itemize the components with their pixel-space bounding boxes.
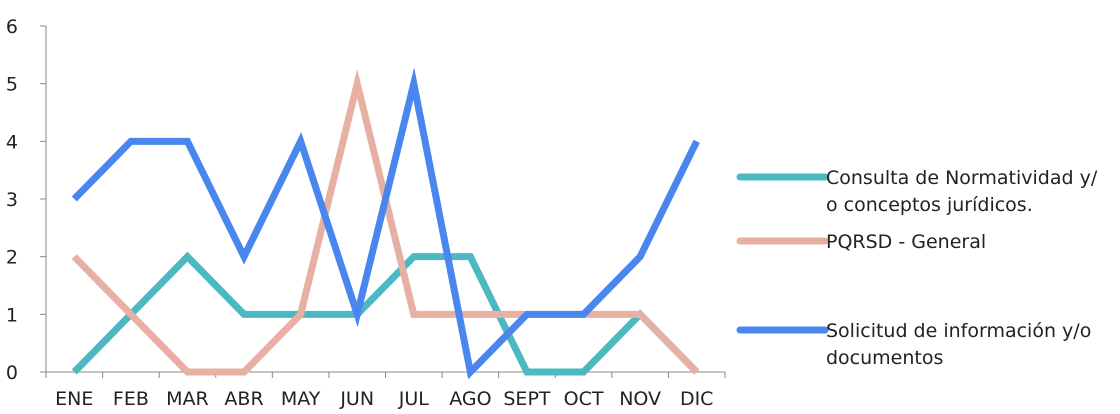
y-tick-label: 0: [6, 362, 18, 384]
x-tick-label: ENE: [55, 388, 93, 410]
legend-label-2: Solicitud de información y/o: [826, 320, 1091, 342]
legend-label-1: PQRSD - General: [826, 231, 986, 253]
y-tick-label: 1: [6, 304, 18, 326]
x-tick-label: MAR: [166, 388, 209, 410]
chart-legend: Consulta de Normatividad y/o conceptos j…: [736, 167, 1098, 369]
series-line-0: [71, 251, 700, 376]
x-tick-label: FEB: [113, 388, 149, 410]
legend-label-2: documentos: [826, 347, 943, 369]
legend-label-0: o conceptos jurídicos.: [826, 194, 1033, 216]
y-tick-label: 6: [6, 16, 18, 38]
y-tick-label: 4: [6, 131, 18, 153]
y-tick-label: 5: [6, 74, 18, 96]
x-tick-label: JUN: [339, 388, 374, 410]
x-tick-label: NOV: [619, 388, 661, 410]
x-tick-label: MAY: [281, 388, 321, 410]
y-tick-label: 2: [6, 247, 18, 269]
series-line-1: [71, 68, 700, 376]
x-tick-label: JUL: [398, 388, 430, 410]
series-line-2: [71, 67, 700, 380]
legend-label-0: Consulta de Normatividad y/: [826, 167, 1098, 189]
x-tick-label: AGO: [449, 388, 491, 410]
chart-axes: 0 1 2 3 4 5 6 ENE FEB MAR ABR MAY JUN JUL AGO SEPT OCT NO…: [6, 16, 726, 410]
x-tick-label: SEPT: [503, 388, 551, 410]
y-tick-label: 3: [6, 189, 18, 211]
x-tick-label: ABR: [224, 388, 263, 410]
chart-series: [71, 67, 700, 380]
x-tick-label: OCT: [564, 388, 604, 410]
x-tick-label: DIC: [680, 388, 714, 410]
